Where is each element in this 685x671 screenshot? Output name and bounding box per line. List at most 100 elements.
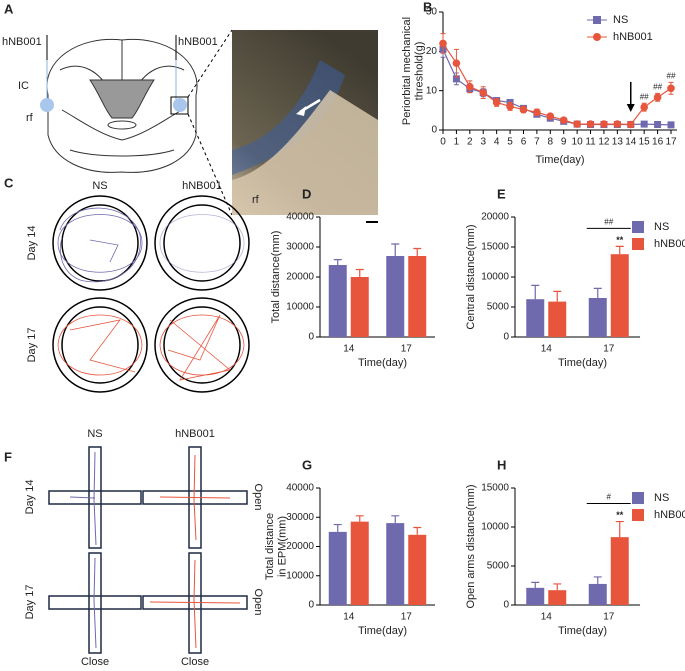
arrow-head — [626, 104, 635, 112]
error-bar — [355, 268, 364, 277]
y-tick-label: 40000 — [286, 483, 314, 494]
label: hNB001 — [178, 36, 218, 48]
column-label: hNB001 — [175, 428, 215, 440]
y-tick-label: 10000 — [286, 570, 314, 581]
legend-label: NS — [654, 221, 669, 233]
marker — [586, 120, 595, 128]
x-tick-label: 7 — [534, 137, 540, 148]
open-field-arenas — [52, 195, 250, 393]
significance: # — [607, 493, 612, 502]
marker — [626, 120, 635, 129]
panel-letter: A — [4, 1, 14, 16]
y-tick-label: 0 — [308, 332, 314, 343]
x-tick-label: 13 — [612, 137, 624, 148]
y-tick-label: 0 — [308, 600, 314, 611]
panel-letter: B — [423, 0, 432, 14]
panel-letter: C — [4, 175, 14, 190]
bar — [408, 256, 427, 337]
legend-label: hNB001 — [654, 509, 685, 521]
error-bar — [391, 515, 400, 524]
error-bar — [333, 523, 342, 532]
row-label: Day 17 — [26, 328, 38, 363]
tracks — [57, 207, 245, 381]
bar — [548, 301, 567, 337]
legend-label: hNB001 — [613, 31, 653, 43]
bar — [526, 299, 545, 337]
arm-label: Open — [252, 484, 264, 511]
y-tick-label: 20 — [426, 46, 438, 57]
y-axis-label: Total distance(mm) — [270, 231, 282, 324]
marker — [439, 39, 447, 48]
legend-swatch — [632, 509, 644, 521]
legend-swatch — [632, 238, 644, 250]
error-bar — [553, 583, 562, 591]
ic-site — [40, 98, 54, 112]
legend-marker — [593, 33, 601, 41]
marker — [452, 59, 461, 67]
error-bar — [413, 247, 422, 256]
x-tick-label: 17 — [603, 612, 615, 623]
marker — [667, 84, 675, 93]
y-tick-label: 10 — [426, 85, 438, 96]
x-tick-label: 12 — [598, 137, 610, 148]
marker — [479, 88, 488, 97]
x-tick-label: 1 — [454, 137, 460, 148]
x-tick-label: 14 — [541, 344, 553, 355]
marker — [533, 108, 541, 117]
y-tick-label: 30 — [426, 7, 438, 18]
arm-label: Close — [181, 656, 209, 668]
y-tick-label: 0 — [503, 332, 509, 343]
y-tick-label: 10000 — [286, 302, 314, 313]
zoom-line — [187, 29, 233, 98]
legend-marker — [593, 16, 601, 24]
bar — [328, 265, 347, 337]
legend-swatch — [632, 492, 644, 504]
x-tick-label: 16 — [652, 137, 664, 148]
y-tick-label: 20000 — [286, 541, 314, 552]
significance: ## — [640, 92, 649, 101]
label: rf — [26, 112, 34, 124]
bar — [350, 521, 369, 605]
label: rf — [252, 194, 260, 206]
zoom-line — [187, 113, 233, 216]
significance: ## — [653, 83, 662, 92]
x-tick-label: 14 — [625, 137, 637, 148]
y-axis-label: Open arms distance(mm) — [465, 484, 477, 608]
y-tick-label: 0 — [431, 125, 437, 136]
error-bar — [333, 259, 342, 265]
ic-site — [173, 98, 187, 112]
marker — [452, 75, 460, 83]
y-tick-label: 30000 — [286, 242, 314, 253]
x-tick-label: 14 — [541, 612, 553, 623]
label: IC — [18, 80, 29, 92]
column-label: NS — [92, 180, 107, 192]
row-label: Day 14 — [24, 480, 36, 515]
arm-label: Close — [81, 656, 109, 668]
panel-letter: E — [497, 186, 506, 201]
y-tick-label: 0 — [503, 600, 509, 611]
arm-label: Open — [252, 589, 264, 616]
y-tick-label: 15000 — [481, 483, 509, 494]
y-tick-label: 30000 — [286, 512, 314, 523]
marker — [653, 93, 662, 102]
significance: ** — [616, 510, 624, 520]
y-tick-label: 15000 — [481, 242, 509, 253]
maze-tracks — [69, 451, 241, 649]
x-tick-label: 14 — [343, 612, 355, 623]
marker — [466, 82, 474, 91]
panel-letter: G — [302, 457, 312, 472]
x-tick-label: 9 — [561, 137, 567, 148]
dye-region — [232, 60, 345, 175]
y-tick-label: 10000 — [481, 272, 509, 283]
legend-label: NS — [654, 492, 669, 504]
error-bar — [391, 243, 400, 256]
x-tick-label: 11 — [585, 137, 596, 148]
x-axis-label: Time(day) — [535, 154, 584, 166]
marker — [506, 102, 514, 111]
y-tick-label: 5000 — [487, 561, 510, 572]
marker — [640, 120, 648, 128]
error-bar — [553, 290, 562, 302]
significance: ## — [667, 72, 676, 81]
bar — [588, 583, 607, 605]
x-tick-label: 14 — [343, 344, 355, 355]
